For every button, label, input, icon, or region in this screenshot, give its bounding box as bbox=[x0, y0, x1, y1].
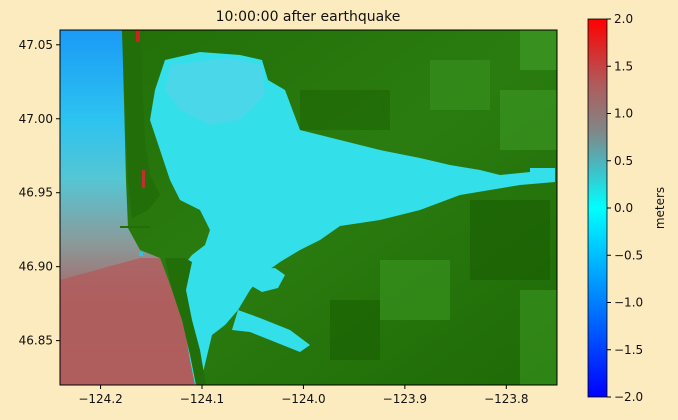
map-title: 10:00:00 after earthquake bbox=[216, 9, 401, 25]
y-tick-label: 46.85 bbox=[19, 334, 53, 348]
colorbar-tick-label: 2.0 bbox=[614, 12, 633, 26]
y-tick-label: 46.95 bbox=[19, 186, 53, 200]
x-tick-label: −123.9 bbox=[383, 392, 427, 406]
bay-water bbox=[150, 52, 555, 385]
colorbar bbox=[587, 18, 608, 398]
y-tick-label: 46.90 bbox=[19, 260, 53, 274]
colorbar-tick-label: −2.0 bbox=[614, 390, 643, 404]
colorbar-ticks: 2.0 1.5 1.0 0.5 0.0 −0.5 −1.0 −1.5 −2.0 bbox=[607, 12, 643, 404]
x-tick-label: −124.0 bbox=[281, 392, 325, 406]
terrain-texture bbox=[300, 30, 557, 385]
bay-shading bbox=[165, 58, 265, 125]
colorbar-tick-label: 0.5 bbox=[614, 154, 633, 168]
x-tick-label: −123.8 bbox=[484, 392, 528, 406]
colorbar-tick-label: 0.0 bbox=[614, 201, 633, 215]
south-channel bbox=[232, 310, 310, 352]
y-tick-label: 47.05 bbox=[19, 38, 53, 52]
x-tick-label: −124.2 bbox=[78, 392, 122, 406]
axes-frame bbox=[59, 29, 558, 386]
colorbar-tick-label: 1.5 bbox=[614, 59, 633, 73]
south-spit bbox=[165, 258, 206, 385]
colorbar-tick-label: −1.5 bbox=[614, 343, 643, 357]
y-axis: 46.85 46.90 46.95 47.00 47.05 bbox=[19, 38, 60, 348]
colorbar-tick-label: −1.0 bbox=[614, 296, 643, 310]
inner-inlet bbox=[250, 268, 285, 292]
spit-surge-spot-2 bbox=[142, 170, 145, 188]
colorbar-tick-label: −0.5 bbox=[614, 248, 643, 262]
spit-surge-spot bbox=[136, 30, 140, 42]
jetty-light bbox=[139, 252, 143, 256]
map-axes bbox=[60, 30, 557, 385]
x-tick-label: −124.1 bbox=[180, 392, 224, 406]
x-axis: −124.2 −124.1 −124.0 −123.9 −123.8 bbox=[78, 385, 528, 406]
north-spit bbox=[122, 30, 160, 218]
coastal-surge bbox=[60, 258, 195, 385]
colorbar-label: meters bbox=[653, 187, 667, 229]
river-east bbox=[530, 168, 555, 180]
y-tick-label: 47.00 bbox=[19, 112, 53, 126]
colorbar-tick-label: 1.0 bbox=[614, 107, 633, 121]
